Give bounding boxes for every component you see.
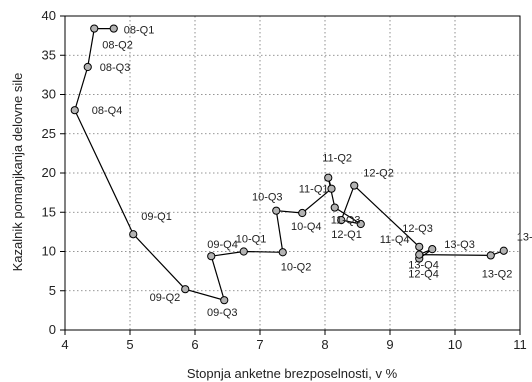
x-tick-label: 4 [61, 337, 68, 352]
data-point [428, 245, 437, 254]
series-line [74, 28, 505, 302]
data-point [83, 62, 92, 72]
x-tick-label: 9 [386, 337, 393, 352]
point-label: 09-Q4 [207, 239, 238, 251]
point-label: 11-Q4 [380, 234, 410, 246]
point-label: 09-Q2 [150, 292, 181, 304]
data-point [272, 206, 281, 215]
point-label: 12-Q3 [402, 223, 433, 235]
data-point [350, 181, 359, 190]
y-tick-label: 10 [42, 244, 56, 259]
data-point [337, 216, 346, 225]
point-label: 13-Q2 [482, 268, 513, 280]
data-point [90, 24, 99, 33]
point-label: 11-Q1 [299, 184, 329, 196]
data-point [327, 184, 336, 193]
y-tick-label: 0 [49, 322, 56, 337]
data-point [207, 252, 216, 261]
data-point [486, 251, 495, 260]
y-tick-label: 15 [42, 204, 56, 219]
y-tick-label: 5 [49, 283, 56, 298]
x-tick-label: 6 [191, 337, 198, 352]
x-tick-label: 8 [321, 337, 328, 352]
point-label: 09-Q3 [207, 307, 238, 319]
point-labels: 08-Q1 08-Q2 08-Q3 08-Q4 09-Q1 09-Q2 09-Q3 09-Q4… [92, 25, 532, 320]
data-point [220, 296, 229, 305]
x-tick-label: 10 [448, 337, 462, 352]
point-label: 09-Q1 [141, 211, 172, 223]
data-point [181, 285, 190, 294]
point-label: 08-Q3 [100, 62, 131, 74]
data-point [356, 219, 365, 229]
x-tick-label: 5 [126, 337, 133, 352]
y-tick-label: 30 [42, 87, 56, 102]
data-point [298, 208, 307, 218]
point-label: 08-Q4 [92, 105, 123, 117]
data-point [330, 203, 339, 212]
y-axis-title: Kazalnik pomanjkanja delovne sile [10, 73, 25, 272]
point-label: 10-Q3 [252, 192, 283, 204]
data-point [324, 173, 333, 182]
y-tick-label: 20 [42, 165, 56, 180]
point-label: 11-Q3 [331, 215, 361, 227]
point-label: 10-Q2 [281, 261, 312, 273]
point-label: 13-Q3 [444, 239, 475, 251]
point-label: 08-Q1 [124, 25, 155, 37]
x-tick-label: 7 [256, 337, 263, 352]
point-label: 10-Q4 [291, 221, 322, 233]
point-label: 12-Q4 [408, 269, 439, 281]
data-point [415, 242, 424, 251]
series [74, 28, 505, 302]
point-label: 11-Q2 [322, 153, 352, 165]
point-label: 13-Q1 [517, 232, 532, 244]
y-tick-label: 35 [42, 47, 56, 62]
point-label: 12-Q1 [331, 229, 362, 241]
y-tick-label: 40 [42, 8, 56, 23]
point-label: 13-Q4 [408, 260, 439, 272]
data-point [129, 230, 138, 239]
axes: 4 5 6 7 8 9 10 11 0 5 10 15 20 25 30 35 40 [42, 8, 527, 352]
data-point [109, 24, 118, 33]
point-label: 10-Q1 [236, 234, 267, 246]
data-point [499, 246, 508, 255]
x-axis-title: Stopnja anketne brezposelnosti, v % [187, 366, 398, 381]
data-point [239, 247, 248, 256]
point-label: 08-Q2 [102, 40, 133, 52]
data-point [415, 250, 424, 259]
points [70, 24, 508, 305]
point-label: 12-Q2 [363, 168, 394, 180]
grid [65, 16, 520, 330]
y-tick-label: 25 [42, 126, 56, 141]
data-point [278, 248, 287, 257]
x-tick-label: 11 [513, 337, 527, 352]
data-point [70, 106, 79, 115]
